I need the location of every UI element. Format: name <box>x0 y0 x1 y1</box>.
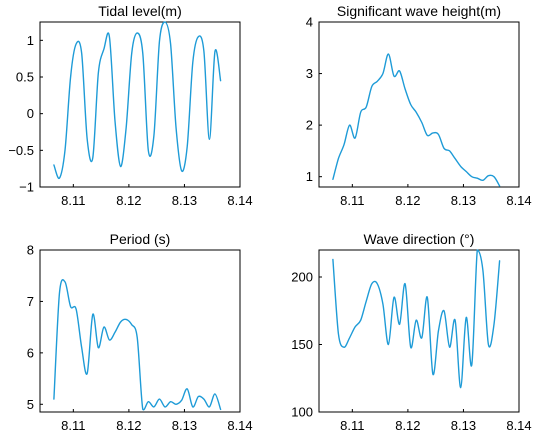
wave-height-line <box>332 53 501 187</box>
x-tick-label: 8.13 <box>172 193 197 208</box>
axis-ticks: 8.11 8.12 8.13 8.14 200 150 100 <box>291 270 531 434</box>
y-tick-label: 1 <box>27 33 34 48</box>
y-tick-label: −1 <box>19 180 34 195</box>
x-tick-label: 8.12 <box>116 418 141 433</box>
y-tick-label: 5 <box>27 397 34 412</box>
chart-title: Significant wave height(m) <box>337 3 501 19</box>
y-tick-label: 150 <box>291 337 313 352</box>
x-tick-label: 8.14 <box>506 418 531 433</box>
y-tick-label: 8 <box>27 243 34 258</box>
period-line <box>53 279 222 411</box>
x-tick-label: 8.13 <box>451 193 476 208</box>
x-tick-label: 8.14 <box>227 418 252 433</box>
y-tick-label: 200 <box>291 270 313 285</box>
y-tick-label: 100 <box>291 405 313 420</box>
plot-frame <box>39 249 241 413</box>
x-tick-label: 8.11 <box>340 418 364 433</box>
axis-ticks: 8.11 8.12 8.13 8.14 8 7 6 5 <box>27 243 253 434</box>
plot-frame <box>39 21 241 188</box>
y-tick-label: 1 <box>306 169 313 184</box>
x-tick-label: 8.12 <box>395 418 420 433</box>
y-tick-label: 4 <box>306 15 313 30</box>
wave-direction-line <box>332 249 501 389</box>
y-tick-label: 7 <box>27 294 34 309</box>
x-tick-label: 8.13 <box>451 418 476 433</box>
x-tick-label: 8.14 <box>227 193 252 208</box>
x-tick-label: 8.12 <box>116 193 141 208</box>
y-tick-label: −0.5 <box>8 143 34 158</box>
x-tick-label: 8.11 <box>340 193 364 208</box>
axis-ticks: 8.11 8.12 8.13 8.14 1 0.5 0 −0.5 −1 <box>8 33 252 208</box>
x-tick-label: 8.12 <box>395 193 420 208</box>
panel-wave-direction: Wave direction (°) 8.11 8.12 8.13 8.14 200 15… <box>291 231 531 433</box>
x-tick-label: 8.11 <box>61 418 85 433</box>
axis-ticks: 8.11 8.12 8.13 8.14 4 3 2 1 <box>306 15 532 209</box>
y-tick-label: 2 <box>306 118 313 133</box>
panel-tidal-level: Tidal level(m) 8.11 8.12 8.13 8.14 1 0.5 0 −0.5… <box>8 3 252 208</box>
plot-frame <box>318 21 520 188</box>
panel-wave-height: Significant wave height(m) 8.11 8.12 8.13 8… <box>306 3 532 208</box>
plot-frame <box>318 249 520 413</box>
chart-title: Wave direction (°) <box>364 231 475 247</box>
y-tick-label: 3 <box>306 66 313 81</box>
chart-title: Period (s) <box>110 231 171 247</box>
x-tick-label: 8.13 <box>172 418 197 433</box>
y-tick-label: 0 <box>27 106 34 121</box>
tidal-level-line <box>53 21 222 180</box>
x-tick-label: 8.11 <box>61 193 85 208</box>
y-tick-label: 0.5 <box>16 70 34 85</box>
y-tick-label: 6 <box>27 345 34 360</box>
chart-title: Tidal level(m) <box>98 3 182 19</box>
panel-period: Period (s) 8.11 8.12 8.13 8.14 8 7 6 5 <box>27 231 253 433</box>
x-tick-label: 8.14 <box>506 193 531 208</box>
